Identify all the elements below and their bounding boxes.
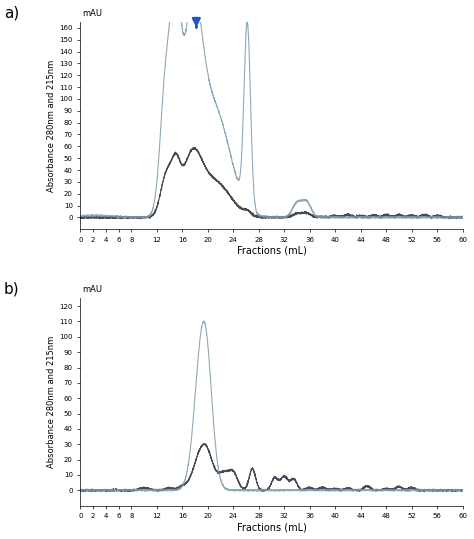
X-axis label: Fractions (mL): Fractions (mL) xyxy=(237,522,306,532)
Y-axis label: Absorbance 280nm and 215nm: Absorbance 280nm and 215nm xyxy=(47,336,56,468)
Text: b): b) xyxy=(4,282,19,297)
Text: mAU: mAU xyxy=(82,285,102,294)
Text: mAU: mAU xyxy=(82,9,102,18)
X-axis label: Fractions (mL): Fractions (mL) xyxy=(237,246,306,255)
Text: a): a) xyxy=(4,5,19,20)
Y-axis label: Absorbance 280nm and 215nm: Absorbance 280nm and 215nm xyxy=(47,59,56,192)
